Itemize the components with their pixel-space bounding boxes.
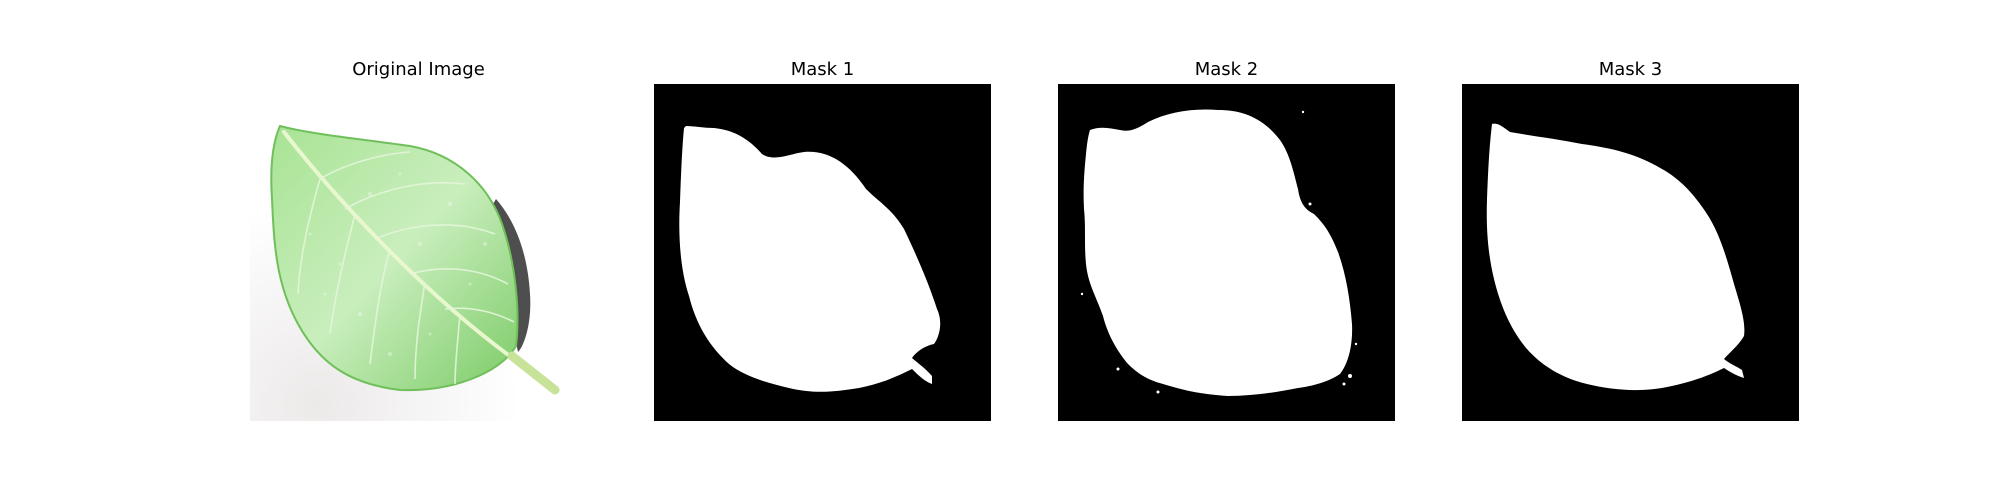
panel-mask-3: Mask 3 [1462, 0, 1799, 500]
panel-mask-1: Mask 1 [654, 0, 991, 500]
panel-mask-2: Mask 2 [1058, 0, 1395, 500]
leaf-texture [308, 172, 487, 356]
leaf-midrib [282, 130, 554, 391]
leaf-stem [507, 351, 560, 395]
panel-title: Mask 2 [1194, 59, 1259, 80]
original-leaf-image [250, 84, 587, 421]
panel-title: Mask 3 [1598, 59, 1663, 80]
mask-3-image [1462, 84, 1799, 421]
leaf-veins [297, 151, 515, 385]
panel-title: Mask 1 [790, 59, 855, 80]
mask-foreground [679, 126, 941, 392]
mask-noise [1080, 110, 1358, 394]
mask-2-image [1058, 84, 1395, 421]
mask-foreground [1083, 109, 1353, 396]
mask-1-image [654, 84, 991, 421]
panel-title: Original Image [352, 59, 485, 80]
leaf-edge [270, 124, 519, 392]
panel-original-image: Original Image [250, 0, 587, 500]
mask-foreground [1486, 123, 1745, 391]
